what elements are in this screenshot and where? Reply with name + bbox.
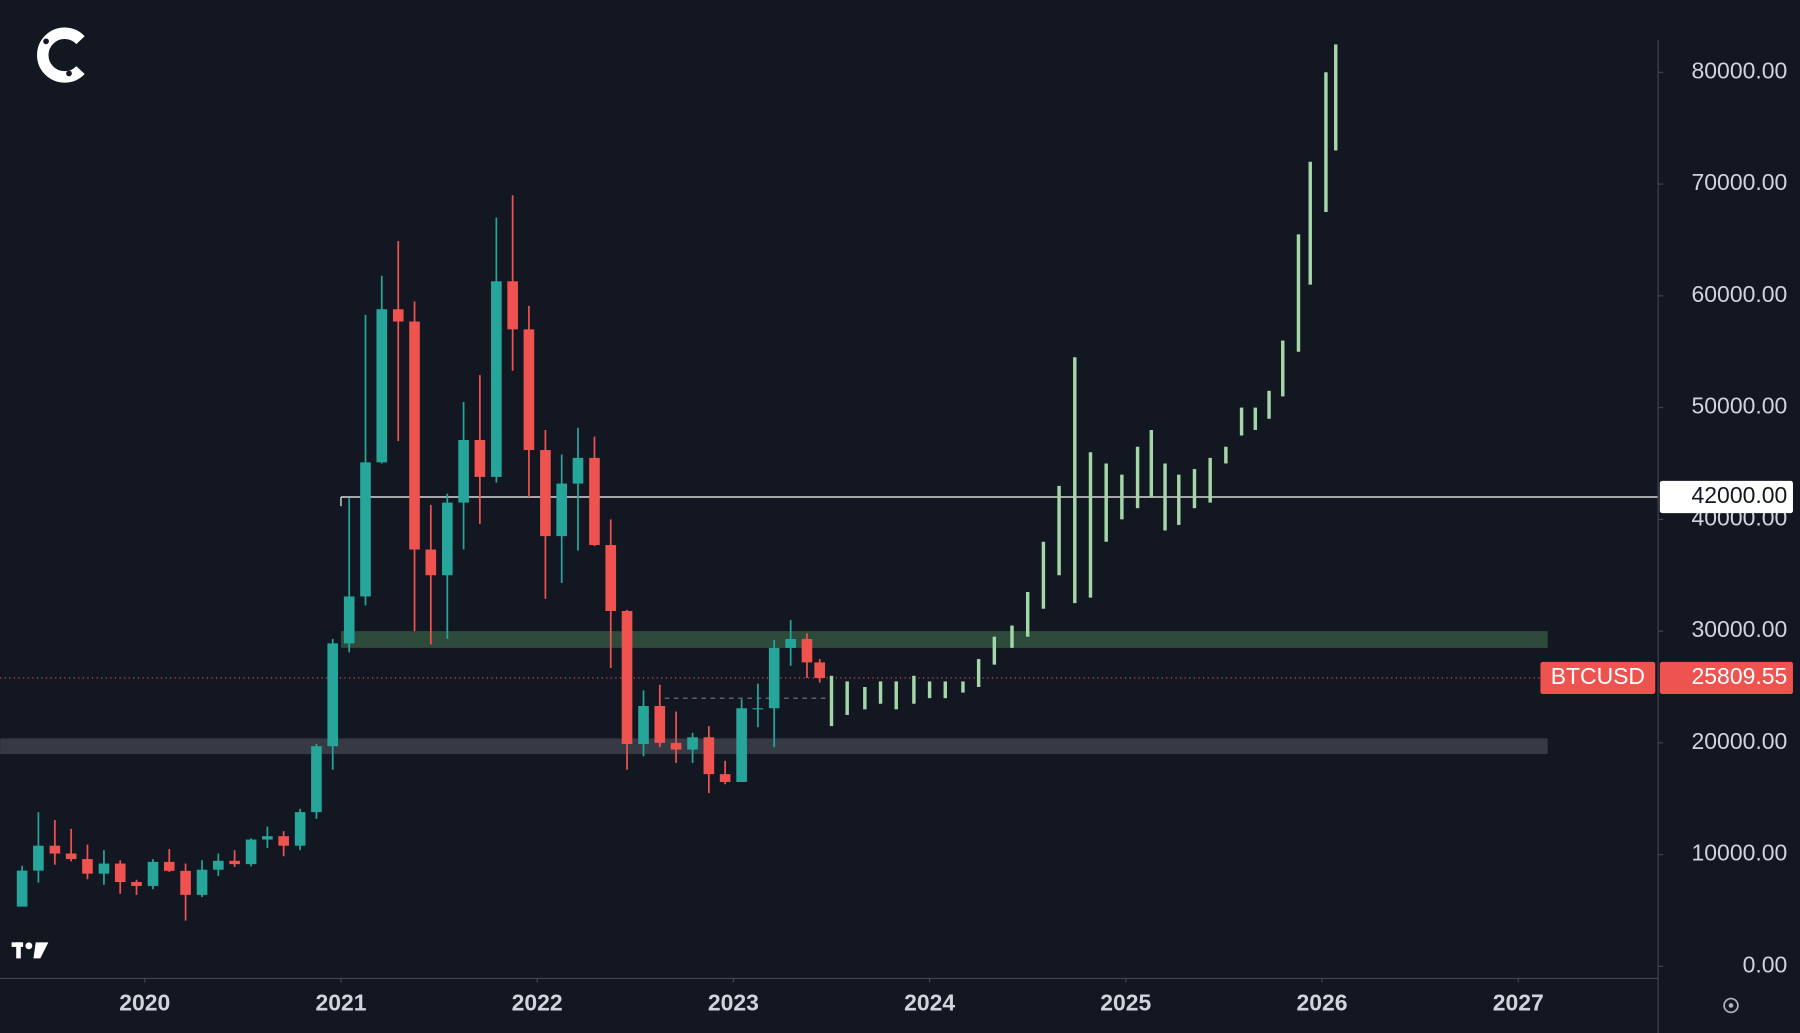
candle-body	[768, 647, 780, 709]
candle-body	[491, 281, 502, 477]
candle-body	[540, 450, 551, 537]
y-tick-label: 0.00	[1743, 951, 1788, 977]
candle-body	[638, 705, 649, 744]
candle-body	[556, 483, 568, 537]
candle-body	[654, 705, 666, 743]
candle-body	[409, 321, 420, 550]
candle-body	[687, 737, 698, 750]
candle-body	[327, 643, 339, 747]
candle-body	[785, 638, 796, 648]
candle-body	[703, 737, 715, 775]
candle-body	[458, 440, 469, 503]
price-label: 25809.55	[1692, 663, 1788, 689]
level-label-box	[1659, 480, 1793, 514]
x-tick-label: 2020	[119, 989, 170, 1015]
candle-body	[814, 662, 826, 678]
x-tick-label: 2022	[512, 989, 563, 1015]
candle-body	[33, 845, 44, 871]
candle-body	[392, 309, 404, 322]
symbol-label: BTCUSD	[1551, 663, 1645, 689]
candle-body	[147, 861, 159, 886]
brand-logo	[37, 27, 85, 83]
candle-body	[572, 457, 584, 484]
candle-body	[196, 869, 208, 895]
candle-body	[49, 845, 61, 854]
y-tick-label: 30000.00	[1692, 616, 1788, 642]
candle-body	[507, 281, 518, 330]
y-tick-label: 70000.00	[1692, 169, 1788, 195]
candle-body	[16, 870, 28, 907]
candle-body	[752, 708, 764, 710]
candle-body	[621, 610, 633, 744]
y-tick-label: 20000.00	[1692, 728, 1788, 754]
x-tick-label: 2025	[1100, 989, 1151, 1015]
x-tick-label: 2027	[1493, 989, 1544, 1015]
candle-body	[82, 859, 93, 874]
y-tick-label: 60000.00	[1692, 281, 1788, 307]
y-tick-label: 80000.00	[1692, 57, 1788, 83]
candle-body	[311, 746, 322, 813]
candle-body	[278, 836, 289, 846]
candle-body	[801, 638, 813, 663]
x-tick-label: 2021	[315, 989, 366, 1015]
x-tick-label: 2026	[1296, 989, 1347, 1015]
candle-body	[343, 596, 355, 644]
zone	[340, 631, 1548, 648]
settings-icon[interactable]	[1723, 997, 1739, 1014]
candle-body	[245, 839, 257, 865]
y-tick-label: 10000.00	[1692, 840, 1788, 866]
candle-body	[589, 457, 600, 546]
candle-body	[605, 545, 617, 611]
candle-body	[131, 882, 142, 886]
y-tick-label: 50000.00	[1692, 393, 1788, 419]
candle-body	[474, 440, 486, 477]
candle-body	[163, 861, 175, 871]
candle-body	[670, 742, 682, 750]
candle-body	[523, 329, 535, 451]
candle-body	[114, 863, 126, 883]
candle-body	[262, 836, 273, 840]
candle-body	[98, 863, 110, 874]
candle-body	[441, 502, 453, 576]
candle-body	[376, 309, 388, 463]
x-tick-label: 2023	[708, 989, 759, 1015]
candle-body	[229, 860, 240, 865]
candle-body	[736, 708, 747, 782]
level-label: 42000.00	[1692, 482, 1788, 508]
tradingview-logo	[11, 942, 49, 959]
price-label-box	[1659, 661, 1793, 695]
candle-body	[719, 774, 731, 782]
symbol-label-box	[1540, 661, 1656, 695]
x-tick-label: 2024	[904, 989, 955, 1015]
candle-body	[425, 549, 437, 576]
candle-body	[180, 870, 191, 895]
candle-body	[294, 812, 306, 846]
candle-body	[360, 462, 371, 597]
candle-body	[65, 853, 77, 860]
candle-body	[213, 860, 224, 870]
